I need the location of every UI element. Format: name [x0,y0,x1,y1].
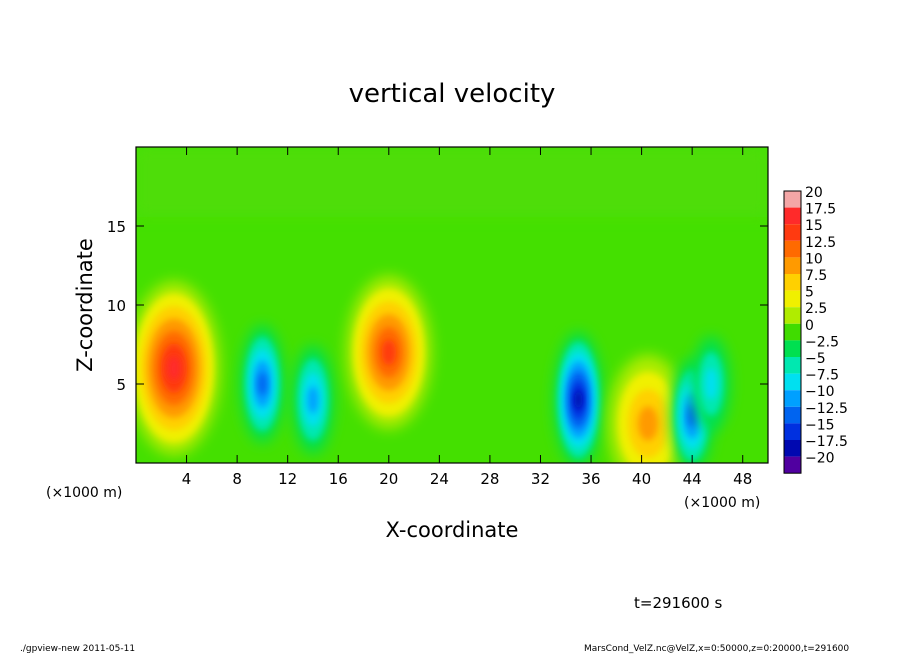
colorbar-label: 10 [805,251,823,267]
colorbar-label: −12.5 [805,401,848,417]
x-tick-label: 20 [379,470,398,488]
updraft-cell [346,276,432,429]
colorbar-swatch [784,307,801,324]
downdraft-cell [554,332,603,463]
colorbar-swatch [784,224,801,241]
velocity-features [136,276,730,463]
colorbar-label: −5 [805,351,826,367]
x-tick-label: 48 [733,470,752,488]
colorbar-swatch [784,373,801,391]
updraft-cell [136,281,221,455]
colorbar-swatch [784,423,801,440]
x-tick-label: 24 [430,470,449,488]
x-tick-label: 44 [683,470,702,488]
colorbar: 2017.51512.5107.552.50−2.5−5−7.5−10−12.5… [783,185,848,474]
colorbar-swatch [784,390,801,407]
contour-level [704,368,718,400]
colorbar-label: 20 [805,185,823,201]
chart-title: vertical velocity [349,79,556,109]
x-tick-label: 16 [329,470,348,488]
contour-level [687,404,697,427]
footer-left: ./gpview-new 2011-05-11 [20,644,135,654]
colorbar-label: 15 [805,218,823,234]
x-tick-label: 12 [278,470,297,488]
x-axis-label: X-coordinate [386,518,519,542]
colorbar-swatch [784,191,801,208]
downdraft-cell [240,325,285,443]
contour-level [258,372,267,396]
colorbar-label: −17.5 [805,434,848,450]
contour-level [167,355,181,381]
colorbar-swatch [784,357,801,374]
colorbar-label: 2.5 [805,301,827,317]
colorbar-label: −7.5 [805,368,839,384]
y-axis-label: Z-coordinate [73,238,97,372]
colorbar-swatch [784,340,801,357]
colorbar-label: 17.5 [805,202,836,218]
colorbar-swatch [784,207,801,225]
contour-level [637,406,658,441]
colorbar-swatch [784,240,801,258]
colorbar-label: −2.5 [805,334,839,350]
x-tick-label: 4 [182,470,192,488]
contour-level [381,339,396,366]
colorbar-label: 5 [805,285,814,301]
x-tick-label: 32 [531,470,550,488]
colorbar-swatch [784,290,801,308]
contour-level [307,386,319,414]
downdraft-cell [292,345,334,454]
colorbar-swatch [784,456,801,474]
x-tick-label: 40 [632,470,651,488]
updraft-cell [608,354,688,463]
colorbar-frame [783,190,802,474]
colorbar-label: 7.5 [805,268,827,284]
x-unit-label-left: (×1000 m) [46,485,122,501]
colorbar-label: −15 [805,417,835,433]
colorbar-swatch [784,406,801,424]
downdraft-cell [692,336,730,432]
colorbar-swatch [784,257,801,274]
colorbar-label: −10 [805,384,835,400]
contour-level [574,390,583,410]
colorbar-swatch [784,440,801,457]
y-tick-label: 15 [107,218,126,236]
x-tick-label: 28 [480,470,499,488]
upper-region [136,147,768,217]
y-tick-label: 10 [107,297,126,315]
colorbar-label: −20 [805,451,835,467]
footer-right: MarsCond_VelZ.nc@VelZ,x=0:50000,z=0:2000… [584,644,849,654]
time-label: t=291600 s [634,594,722,612]
colorbar-swatch [784,323,801,341]
x-unit-label-right: (×1000 m) [684,495,760,511]
x-tick-label: 8 [232,470,242,488]
x-axis-ticks: 4 8 12 16 20 24 28 32 36 40 44 48 [182,147,752,488]
y-tick-label: 5 [116,376,126,394]
y-axis-ticks: 5 10 15 [107,218,768,394]
plot-area [136,147,768,463]
x-tick-label: 36 [581,470,600,488]
colorbar-swatch [784,274,801,291]
colorbar-label: 12.5 [805,235,836,251]
colorbar-label: 0 [805,318,814,334]
